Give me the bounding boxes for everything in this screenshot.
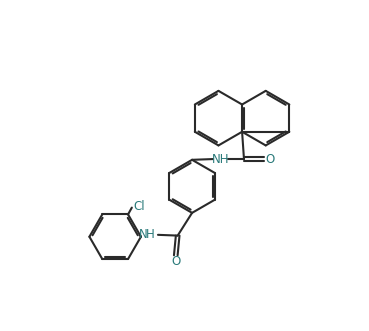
Text: NH: NH [212,153,229,166]
Text: N: N [139,228,148,241]
Text: O: O [171,255,180,268]
Text: H: H [146,228,155,241]
Text: O: O [265,153,275,166]
Text: Cl: Cl [134,200,145,213]
